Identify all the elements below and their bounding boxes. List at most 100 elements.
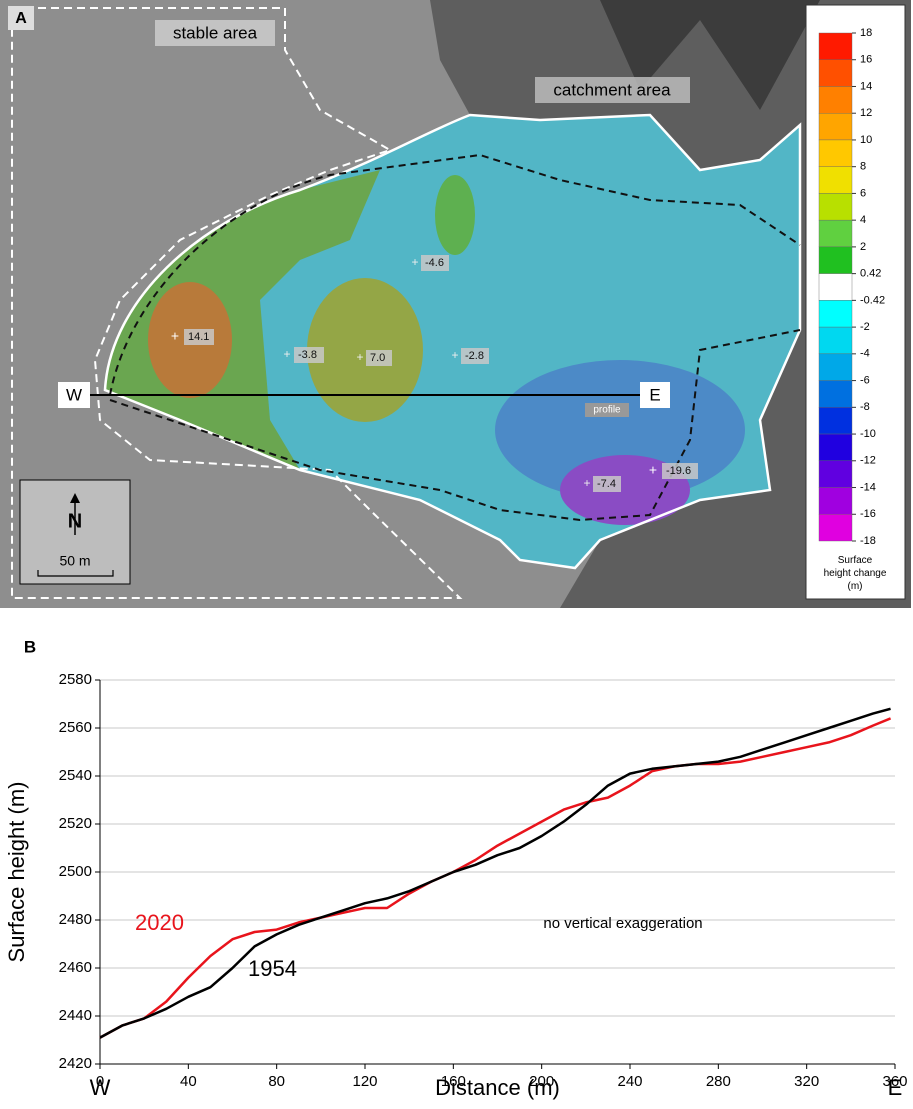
colorbar-segment [818, 460, 853, 488]
spot-label: 7.0 [370, 352, 385, 364]
colorbar-title-line: height change [824, 568, 887, 579]
colorbar-segment [818, 514, 853, 542]
x-tick-label: 280 [706, 1073, 731, 1090]
x-tick-label: 200 [529, 1073, 554, 1090]
north-arrow [70, 493, 80, 503]
map: W E profile A stable area catchment area… [0, 0, 911, 608]
y-tick-label: 2580 [59, 671, 92, 688]
colorbar-segment [818, 487, 853, 515]
label-box [461, 348, 489, 364]
colorbar-tick-label: -0.42 [860, 294, 885, 306]
y-tick-label: 2520 [59, 815, 92, 832]
scale-label: 50 m [59, 553, 90, 569]
colorbar-segment [818, 353, 853, 381]
spot-label: -2.8 [465, 350, 484, 362]
spot-marker: + [583, 476, 590, 490]
line-chart: 2420 2440 2460 2480 2500 2520 2540 2560 2580 0 40 8… [4, 671, 908, 1100]
colorbar-segment [818, 326, 853, 355]
x-tick-label: 40 [180, 1073, 197, 1090]
zone-boundary [109, 329, 801, 522]
series-label: 2020 [135, 910, 184, 935]
x-tick-label: 0 [96, 1073, 104, 1090]
profile-start: W [66, 385, 82, 404]
colorbar-tick-label: 0.42 [860, 268, 881, 280]
rock-terrain [600, 0, 820, 110]
spot-labels: + 14.1 + -3.8 + 7.0 + -2.8 + -4.6 + -7.4… [171, 255, 698, 492]
spot-label: -4.6 [425, 257, 444, 269]
colorbar-tick-label: -18 [860, 535, 876, 547]
label-box [585, 403, 629, 417]
label-box [155, 20, 275, 46]
colorbar-segment [818, 219, 853, 248]
annotation: no vertical exaggeration [543, 915, 702, 932]
label-box [640, 382, 670, 408]
colorbar-title-line: Surface [838, 555, 873, 566]
colorbar-segment [818, 433, 853, 461]
y-tick-label: 2500 [59, 863, 92, 880]
colorbar-segment [818, 59, 853, 87]
x-end-label: E [888, 1075, 903, 1100]
scale-bar [37, 570, 114, 577]
series-line [99, 707, 891, 1039]
colorbar-tick-label: -4 [860, 348, 870, 360]
colorbar-segment [818, 32, 853, 60]
colorbar-segment [818, 273, 853, 301]
colorbar-title: Surface height change (m) [824, 555, 887, 592]
colorbar-segment [818, 300, 853, 328]
colorbar-tick-label: 2 [860, 241, 866, 253]
colorbar-tick-label: -12 [860, 455, 876, 467]
colorbar-title-line: (m) [848, 581, 863, 592]
colorbar-tick-label: 14 [860, 80, 872, 92]
colorbar-segment [818, 86, 853, 114]
colorbar-segment [818, 166, 853, 194]
colorbar-segment [818, 380, 853, 408]
x-tick-label: 160 [441, 1073, 466, 1090]
x-tick-label: 360 [882, 1073, 907, 1090]
label-box [662, 463, 698, 479]
x-tick-label: 240 [617, 1073, 642, 1090]
label-box [294, 347, 324, 363]
colorbar-tick-label: 12 [860, 107, 872, 119]
north-label: N [68, 510, 82, 532]
spot-marker: + [283, 347, 290, 361]
profile-end: E [649, 385, 660, 404]
colorbar-tick-label: 4 [860, 214, 866, 226]
label-box [58, 382, 90, 408]
colorbar-segment [818, 113, 853, 141]
spot-marker: + [451, 348, 458, 362]
spot-marker: + [171, 328, 179, 344]
depletion-zone [560, 455, 690, 525]
colorbar-tick-label: 10 [860, 134, 872, 146]
label-box [184, 329, 214, 345]
spot-marker: + [411, 255, 418, 269]
spot-label: -19.6 [666, 465, 691, 477]
spot-label: -7.4 [597, 478, 616, 490]
colorbar-tick-label: -16 [860, 508, 876, 520]
y-tick-label: 2460 [59, 959, 92, 976]
y-tick-label: 2420 [59, 1055, 92, 1072]
zone-boundary [109, 153, 801, 396]
label-box [593, 476, 621, 492]
area-label: catchment area [553, 80, 671, 99]
panel-label: A [15, 10, 27, 27]
colorbar-segment [818, 193, 853, 221]
x-axis-label: Distance (m) [435, 1075, 560, 1100]
y-tick-label: 2540 [59, 767, 92, 784]
spot-marker: + [649, 462, 657, 478]
series-label: 1954 [248, 956, 297, 981]
colorbar-tick-label: -14 [860, 481, 876, 493]
colorbar-tick-label: -8 [860, 401, 870, 413]
spot-label: 14.1 [188, 331, 209, 343]
panel-label: B [24, 637, 36, 656]
colorbar-segment [818, 407, 853, 435]
series-line [99, 717, 892, 1039]
profile-label: profile [593, 405, 621, 416]
y-tick-label: 2560 [59, 719, 92, 736]
label-box [8, 6, 34, 30]
x-start-label: W [90, 1075, 111, 1100]
rock-terrain [430, 0, 911, 608]
x-tick-label: 120 [352, 1073, 377, 1090]
colorbar-segment [818, 246, 853, 274]
accumulation-zone [307, 278, 423, 422]
